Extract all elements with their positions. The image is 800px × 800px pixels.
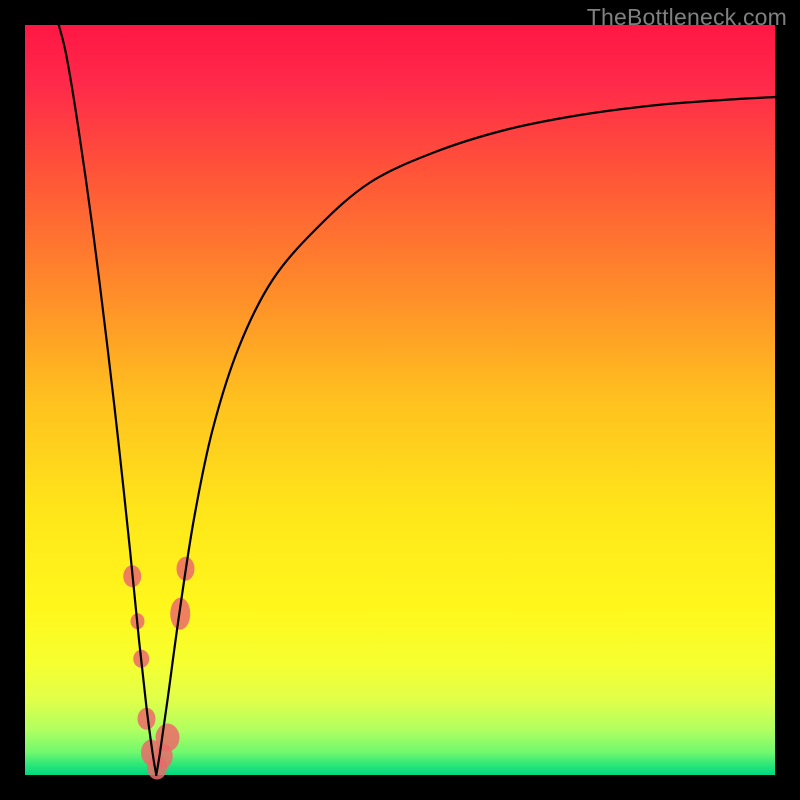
- watermark-text: TheBottleneck.com: [587, 4, 787, 31]
- chart-root: TheBottleneck.com: [0, 0, 800, 800]
- data-marker: [156, 724, 180, 752]
- chart-svg: [0, 0, 800, 800]
